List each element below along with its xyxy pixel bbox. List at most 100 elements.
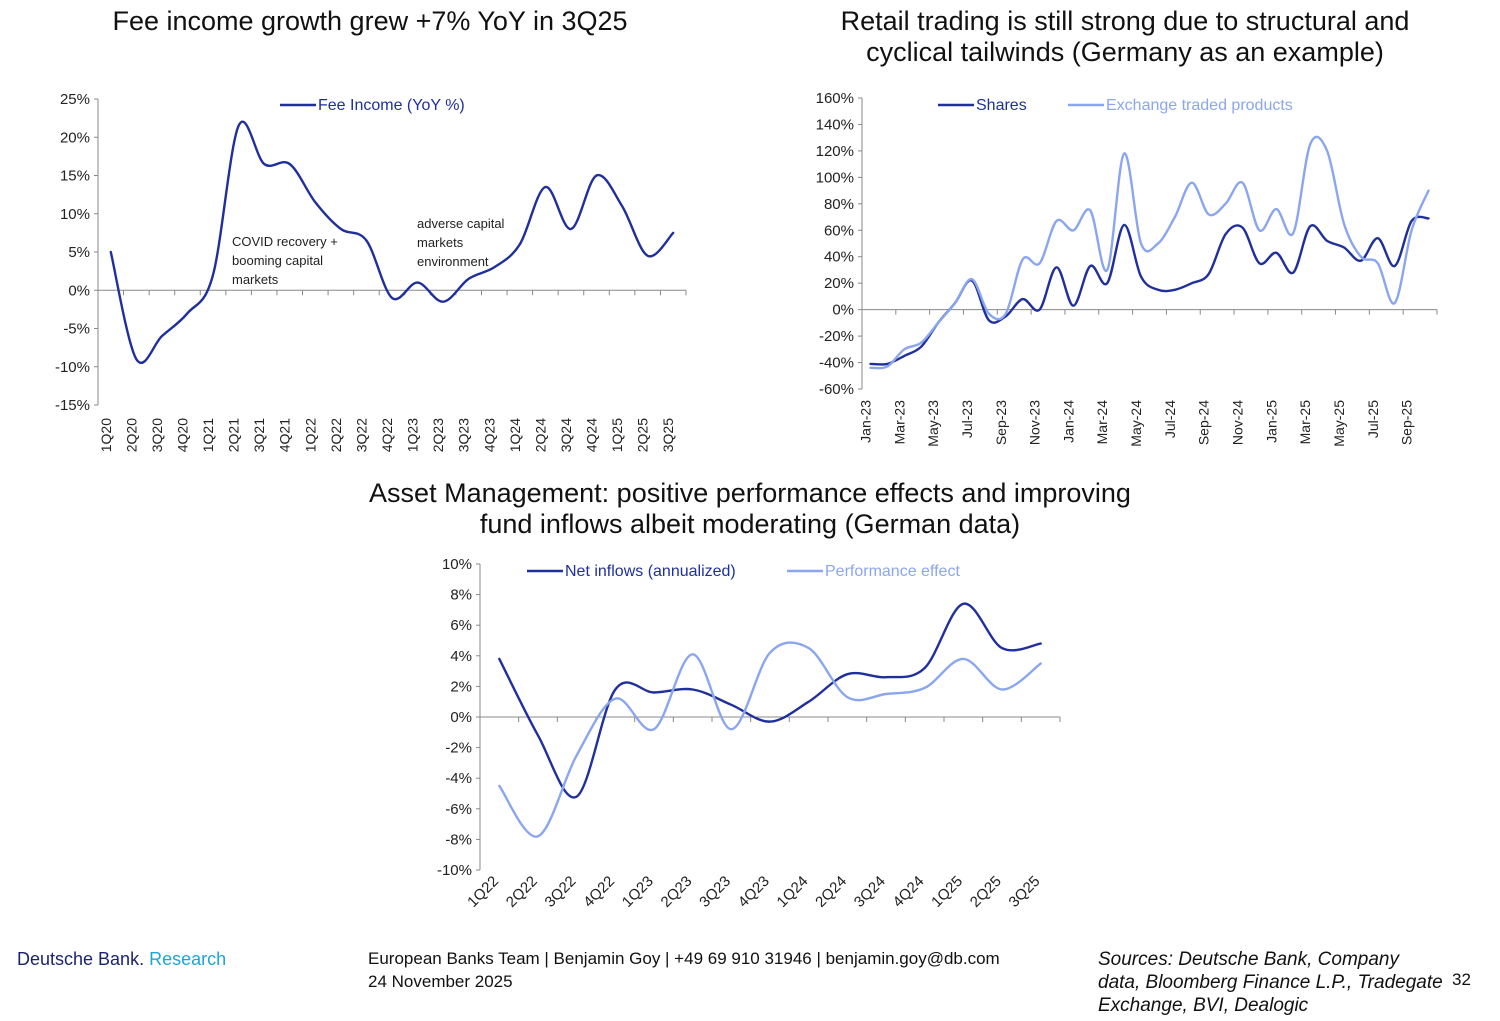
x-tick-label: 2Q23 [430,418,446,452]
x-tick-label: Mar-23 [891,400,907,445]
y-tick-label: 140% [816,116,854,133]
x-tick-label: 4Q22 [379,418,395,452]
x-tick-label: 1Q23 [405,418,421,452]
annotation-line: environment [417,254,489,269]
x-tick-label: 3Q25 [660,418,676,452]
x-tick-label: 4Q24 [890,873,928,911]
series-line-secondary [869,135,1430,370]
y-tick-label: -6% [445,801,472,818]
x-tick-label: May-25 [1331,400,1347,447]
y-tick-label: 60% [824,222,854,239]
annotation: adverse capital markets environment [417,216,505,269]
date: 24 November 2025 [368,972,513,991]
annotation-line: markets [232,272,279,287]
y-tick-label: 80% [824,196,854,213]
x-tick-label: 4Q21 [277,418,293,452]
chart2-retail-trading: 160% 140% 120% 100% 80% 60% 40% 20% 0% -20% -40% -6… [816,90,1438,447]
x-tick-label: May-24 [1128,400,1144,447]
chart2-title: Retail trading is still strong due to st… [840,6,1410,67]
x-tick-label: 1Q20 [98,418,114,452]
legend-label: Exchange traded products [1106,97,1293,114]
annotation-line: COVID recovery + [232,234,338,249]
brand-main: Deutsche Bank. [17,949,145,969]
y-tick-label: 0% [832,302,854,319]
y-tick-label: -60% [819,381,854,398]
y-tick-label: 8% [450,587,472,604]
y-tick-label: 0% [68,282,90,299]
x-tick-label: 3Q22 [542,873,580,911]
series-line-primary [109,120,675,364]
y-tick-label: 5% [68,244,90,261]
y-tick-label: 25% [60,91,90,108]
x-tick-label: 3Q20 [149,418,165,452]
x-tick-label: 2Q23 [658,873,696,911]
annotation-line: markets [417,235,464,250]
legend-label: Performance effect [825,563,960,580]
x-tick-label: Jan-23 [857,400,873,443]
sources-note: Sources: Deutsche Bank, Company data, Bl… [1098,949,1443,1016]
x-tick-label: 4Q24 [584,418,600,452]
x-tick-label: Jul-24 [1162,400,1178,438]
x-tick-label: 1Q25 [928,873,966,911]
x-tick-label: Jul-25 [1365,400,1381,438]
footer-meta: European Banks Team | Benjamin Goy | +49… [368,947,1000,993]
x-tick-label: Sep-25 [1399,400,1415,445]
annotation-line: adverse capital [417,216,505,231]
y-tick-label: 120% [816,143,854,160]
y-tick-label: 2% [450,678,472,695]
y-tick-label: -20% [819,328,854,345]
x-tick-label: 4Q22 [580,873,618,911]
x-tick-label: 3Q23 [696,873,734,911]
series-line-primary [498,602,1042,799]
y-tick-label: -15% [55,397,90,414]
x-tick-label: 1Q21 [200,418,216,452]
annotation: COVID recovery + booming capital markets [232,234,338,287]
chart1-fee-income: 25% 20% 15% 10% 5% 0% -5% -10% -15% 1Q20 2Q20 3Q20 4… [55,91,687,452]
x-tick-label: 2Q20 [123,418,139,452]
y-tick-label: 4% [450,648,472,665]
x-tick-label: 1Q24 [774,873,812,911]
x-tick-label: Jul-23 [959,400,975,438]
x-tick-label: 3Q22 [353,418,369,452]
legend-label: Shares [976,97,1027,114]
legend-label: Net inflows (annualized) [565,563,736,580]
x-tick-label: 2Q25 [635,418,651,452]
x-tick-label: 2Q22 [328,418,344,452]
x-tick-label: Jan-24 [1060,400,1076,443]
x-tick-label: 2Q22 [503,873,541,911]
x-tick-label: Nov-23 [1027,400,1043,445]
y-tick-label: 20% [60,129,90,146]
y-tick-label: 6% [450,617,472,634]
y-tick-label: -40% [819,355,854,372]
y-tick-label: 15% [60,168,90,185]
y-tick-label: 100% [816,169,854,186]
x-tick-label: 2Q25 [967,873,1005,911]
chart3-asset-management: 10%8%6%4%2%0%-2%-4%-6%-8%-10%1Q22 2Q22 3Q2… [437,556,1061,911]
x-tick-label: 1Q25 [609,418,625,452]
x-tick-label: 4Q20 [174,418,190,452]
x-tick-label: 2Q24 [812,873,850,911]
y-tick-label: -2% [445,740,472,757]
chart1-title: Fee income growth grew +7% YoY in 3Q25 [112,6,628,36]
x-tick-label: 4Q23 [735,873,773,911]
y-tick-label: 10% [60,206,90,223]
legend-label: Fee Income (YoY %) [318,97,465,114]
x-tick-label: 2Q24 [532,418,548,452]
y-tick-label: 40% [824,249,854,266]
x-tick-label: 3Q23 [456,418,472,452]
x-tick-label: 3Q24 [558,418,574,452]
team-line: European Banks Team | Benjamin Goy | +49… [368,949,1000,968]
series-line-secondary [498,641,1042,838]
y-tick-label: -8% [445,831,472,848]
y-tick-label: -5% [63,321,90,338]
annotation-line: booming capital [232,253,323,268]
x-tick-label: Mar-25 [1297,400,1313,445]
page-number: 32 [1452,970,1471,989]
y-tick-label: 10% [442,556,472,573]
x-tick-label: May-23 [925,400,941,447]
x-tick-label: 1Q22 [302,418,318,452]
x-tick-label: 3Q24 [851,873,889,911]
x-tick-label: Sep-23 [993,400,1009,445]
x-tick-label: Nov-24 [1230,400,1246,445]
brand-logo: Deutsche Bank. Research [17,949,226,970]
